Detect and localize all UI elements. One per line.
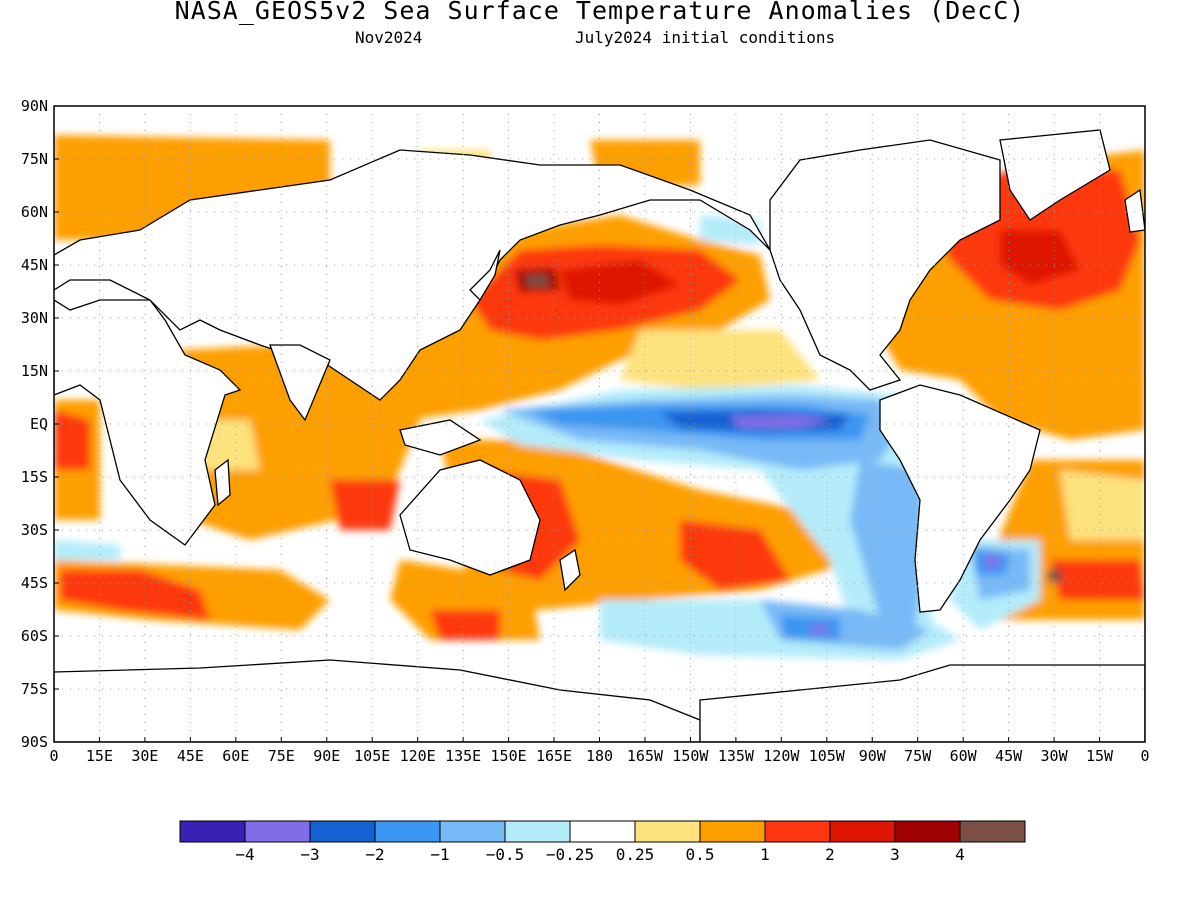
colorbar-swatch	[764, 820, 831, 843]
colorbar-swatch	[374, 820, 441, 843]
antarctica-land-east	[699, 664, 1145, 742]
colorbar-label: −0.25	[546, 845, 594, 864]
lon-tick-label: 180	[586, 747, 613, 765]
britain-land	[1124, 188, 1145, 233]
africa-land	[54, 299, 242, 546]
newzealand-land	[559, 548, 581, 592]
lat-tick-label: 15N	[21, 362, 48, 380]
lon-tick-label: 135E	[445, 747, 481, 765]
colorbar-label: −0.5	[486, 845, 525, 864]
lon-tick-label: 60W	[950, 747, 978, 765]
lat-tick-label: EQ	[30, 415, 48, 433]
latitude-axis: 90N 75N 60N 45N 30N 15N EQ 15S 30S 45S 60S 75S 90S	[21, 97, 59, 751]
antarctica-land	[54, 659, 701, 742]
colorbar-label: −2	[365, 845, 384, 864]
colorbar-label: 4	[955, 845, 965, 864]
colorbar-swatch	[699, 820, 766, 843]
lon-tick-label: 75W	[904, 747, 932, 765]
colorbar-label: 0.25	[616, 845, 655, 864]
lat-tick-label: 30N	[21, 309, 48, 327]
lon-tick-label: 0	[1140, 747, 1149, 765]
colorbar-swatch	[309, 820, 376, 843]
lat-tick-label: 45S	[21, 574, 48, 592]
colorbar-swatch	[504, 820, 571, 843]
lon-tick-label: 45W	[995, 747, 1023, 765]
colorbar-swatch	[569, 820, 636, 843]
initial-conditions: July2024 initial conditions	[575, 28, 836, 47]
colorbar-label: 3	[890, 845, 900, 864]
india-land	[269, 344, 331, 422]
lon-tick-label: 30E	[131, 747, 158, 765]
colorbar-label: 1	[760, 845, 770, 864]
colorbar-swatch	[894, 820, 961, 843]
japan-land	[469, 249, 501, 302]
colorbar: −4 −3 −2 −1 −0.5 −0.25 0.25 0.5 1 2 3 4	[179, 820, 1026, 864]
lon-tick-label: 90E	[313, 747, 340, 765]
lon-tick-label: 120W	[763, 747, 800, 765]
colorbar-swatch	[244, 820, 311, 843]
lon-tick-label: 120E	[400, 747, 436, 765]
colorbar-label: −3	[300, 845, 319, 864]
lat-tick-label: 90N	[21, 97, 48, 115]
colorbar-swatch	[439, 820, 506, 843]
lat-tick-label: 60S	[21, 627, 48, 645]
lon-tick-label: 15W	[1086, 747, 1114, 765]
lat-tick-label: 15S	[21, 468, 48, 486]
lon-tick-label: 15E	[86, 747, 113, 765]
lon-tick-label: 150E	[491, 747, 527, 765]
lon-tick-label: 105E	[354, 747, 390, 765]
colorbar-swatch	[179, 820, 246, 843]
lat-tick-label: 45N	[21, 256, 48, 274]
colorbar-swatch	[829, 820, 896, 843]
madagascar-land	[214, 458, 231, 507]
south-america-land	[879, 384, 1041, 613]
lat-tick-label: 30S	[21, 521, 48, 539]
lon-tick-label: 105W	[809, 747, 846, 765]
chart-title: NASA_GEOS5v2 Sea Surface Temperature Ano…	[174, 0, 1026, 25]
colorbar-label: −4	[235, 845, 254, 864]
lon-tick-label: 165W	[627, 747, 664, 765]
indonesia-land	[399, 419, 482, 456]
lat-tick-label: 75N	[21, 150, 48, 168]
colorbar-label: 2	[825, 845, 835, 864]
australia-land	[399, 459, 541, 576]
lon-tick-label: 90W	[859, 747, 887, 765]
lon-tick-label: 30W	[1041, 747, 1069, 765]
colorbar-swatch	[634, 820, 701, 843]
lon-tick-label: 45E	[177, 747, 204, 765]
forecast-month: Nov2024	[355, 28, 423, 47]
lon-tick-label: 0	[49, 747, 58, 765]
colorbar-swatch	[959, 820, 1026, 843]
lat-tick-label: 75S	[21, 680, 48, 698]
colorbar-label: 0.5	[686, 845, 715, 864]
lon-tick-label: 75E	[268, 747, 295, 765]
lat-tick-label: 60N	[21, 203, 48, 221]
coastlines	[54, 129, 1145, 742]
lon-tick-label: 60E	[222, 747, 249, 765]
lon-tick-label: 135W	[718, 747, 755, 765]
lon-tick-label: 165E	[536, 747, 572, 765]
lon-tick-label: 150W	[672, 747, 709, 765]
north-america-land	[769, 139, 1001, 391]
longitude-axis: 0 15E 30E 45E 60E 75E 90E 105E 120E 135E 150E 165E 1…	[49, 737, 1150, 765]
colorbar-label: −1	[430, 845, 449, 864]
lat-tick-label: 90S	[21, 733, 48, 751]
